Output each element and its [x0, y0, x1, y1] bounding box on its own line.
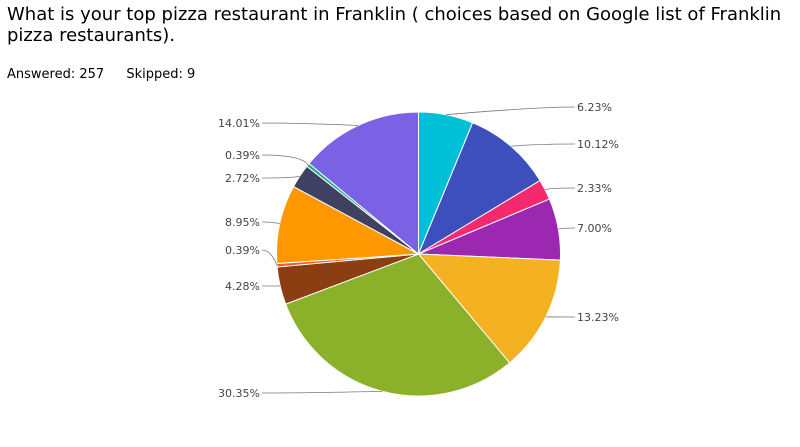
leader-line: [261, 154, 309, 166]
answered-count: Answered: 257: [7, 67, 104, 82]
skipped-label: Skipped:: [126, 67, 183, 82]
answered-label: Answered:: [7, 67, 76, 82]
slice-label: 2.33%: [577, 182, 612, 195]
slice-label: 6.23%: [577, 101, 612, 114]
slice-label: 14.01%: [218, 117, 260, 130]
skipped-value: 9: [187, 67, 196, 82]
leader-line: [261, 249, 278, 266]
leader-line: [261, 122, 359, 126]
question-title: What is your top pizza restaurant in Fra…: [7, 4, 782, 46]
slice-label: 0.39%: [225, 149, 260, 162]
slice-label: 8.95%: [225, 216, 260, 229]
slice-label: 0.39%: [225, 244, 260, 257]
leader-line: [261, 221, 280, 225]
slice-label: 7.00%: [577, 222, 612, 235]
slice-label: 4.28%: [225, 280, 260, 293]
slice-labels: 6.23% 10.12% 2.33% 7.00% 13.23% 30.35% 4.28% 0.…: [218, 101, 619, 400]
slice-label: 13.23%: [577, 311, 619, 324]
slice-label: 10.12%: [577, 138, 619, 151]
pie-slices: [276, 111, 561, 397]
skipped-count: Skipped: 9: [126, 67, 195, 82]
leader-line: [446, 106, 576, 116]
leader-line: [261, 175, 300, 179]
slice-label: 2.72%: [225, 172, 260, 185]
leader-line: [261, 390, 383, 394]
pie-slice[interactable]: [276, 185, 421, 265]
pie-slice[interactable]: [308, 111, 419, 256]
response-stats: Answered: 257 Skipped: 9: [7, 67, 213, 82]
answered-value: 257: [79, 67, 105, 82]
leader-line: [510, 143, 576, 147]
slice-label: 30.35%: [218, 387, 260, 400]
leader-line: [544, 187, 576, 191]
leader-line: [558, 227, 576, 230]
leader-lines: [261, 106, 576, 394]
pie-slice[interactable]: [284, 253, 511, 397]
